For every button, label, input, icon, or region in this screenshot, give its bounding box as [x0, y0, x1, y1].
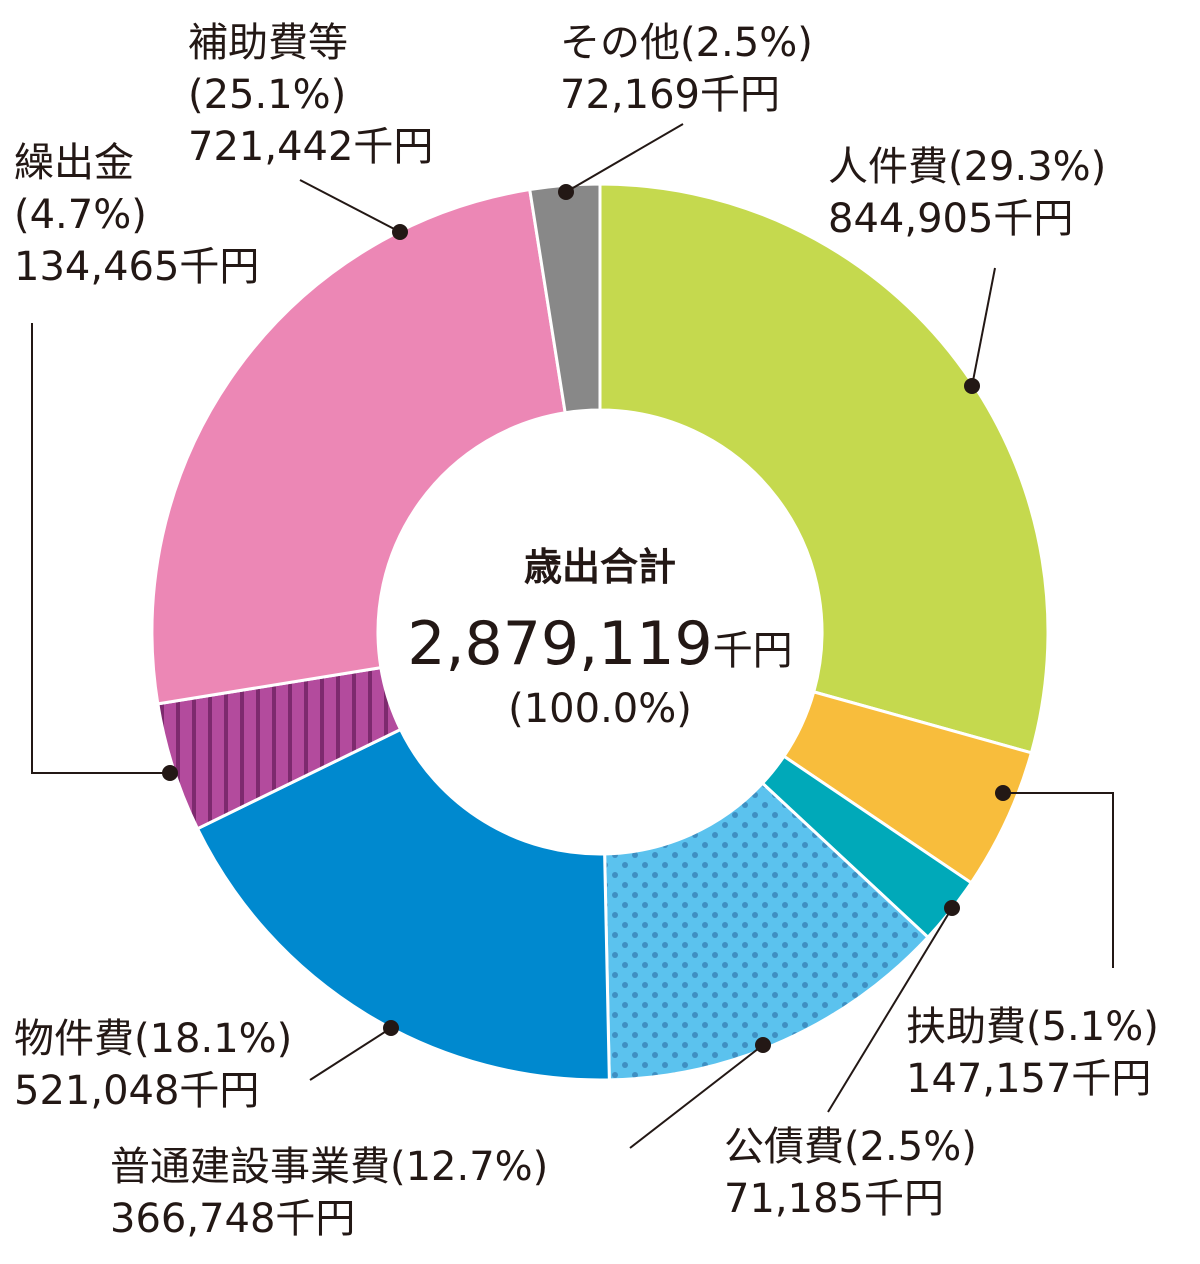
label-kuridashi-percent: (4.7%) [14, 192, 147, 238]
center-summary: 歳出合計 2,879,119千円 (100.0%) [407, 545, 792, 732]
label-hojo-percent: (25.1%) [188, 72, 346, 118]
center-title: 歳出合計 [524, 545, 676, 589]
slice-jinken [598, 182, 1050, 755]
label-kosai-line1: 公債費(2.5%) [724, 1124, 977, 1170]
leader-fujo [1003, 792, 1114, 968]
label-fujo-line1: 扶助費(5.1%) [906, 1004, 1159, 1050]
label-butsuken-name: 物件費 [14, 1016, 134, 1062]
leader-sonota [565, 123, 684, 193]
center-percent: (100.0%) [508, 686, 692, 732]
donut-slices [150, 182, 1050, 1082]
label-fujo-percent: (5.1%) [1026, 1004, 1159, 1050]
label-butsuken-percent: (18.1%) [134, 1016, 292, 1062]
dot-sonota [558, 184, 574, 200]
center-total-line: 2,879,119千円 [407, 609, 792, 679]
center-total: 2,879,119 [407, 609, 712, 679]
leader-jinken [971, 267, 996, 387]
label-futsu-percent: (12.7%) [390, 1144, 548, 1190]
leader-butsuken [309, 1027, 392, 1081]
label-futsu-name: 普通建設事業費 [110, 1144, 390, 1190]
dot-hojo [392, 224, 408, 240]
dot-kuridashi [162, 765, 178, 781]
label-sonota-line1: その他(2.5%) [560, 20, 813, 66]
slice-butsuken [195, 727, 611, 1082]
label-jinken-percent: (29.3%) [948, 144, 1106, 190]
label-butsuken-line1: 物件費(18.1%) [14, 1016, 292, 1062]
label-futsu-value: 366,748千円 [110, 1196, 355, 1242]
label-kosai-value: 71,185千円 [724, 1176, 944, 1222]
leader-lines [31, 123, 1114, 1149]
label-kuridashi-value: 134,465千円 [14, 244, 259, 290]
label-kosai-percent: (2.5%) [844, 1124, 977, 1170]
leader-hojo [299, 179, 401, 233]
slice-labels: 人件費(29.3%) 844,905千円 扶助費(5.1%) 147,157千円… [14, 20, 1159, 1242]
leader-kuridashi [31, 323, 170, 774]
label-jinken-name: 人件費 [828, 144, 948, 190]
label-jinken-line1: 人件費(29.3%) [828, 144, 1106, 190]
label-fujo-value: 147,157千円 [906, 1056, 1151, 1102]
label-sonota-percent: (2.5%) [680, 20, 813, 66]
label-sonota-value: 72,169千円 [560, 72, 780, 118]
slice-hojo [150, 187, 567, 706]
label-sonota-name: その他 [560, 20, 680, 66]
label-futsu-line1: 普通建設事業費(12.7%) [110, 1144, 548, 1190]
leader-kosai [827, 907, 953, 1113]
slice-futsu [603, 781, 931, 1082]
dot-fujo [995, 785, 1011, 801]
label-hojo-value: 721,442千円 [188, 124, 433, 170]
dot-butsuken [383, 1020, 399, 1036]
label-butsuken-value: 521,048千円 [14, 1068, 259, 1114]
center-unit: 千円 [713, 628, 793, 674]
dot-jinken [964, 378, 980, 394]
label-hojo-name: 補助費等 [188, 20, 348, 66]
dot-futsu [755, 1037, 771, 1053]
label-jinken-value: 844,905千円 [828, 196, 1073, 242]
slice-sonota [528, 182, 602, 415]
leader-futsu [629, 1044, 764, 1149]
label-kosai-name: 公債費 [724, 1124, 844, 1170]
label-kuridashi-name: 繰出金 [14, 140, 134, 186]
dot-kosai [944, 900, 960, 916]
label-fujo-name: 扶助費 [906, 1004, 1026, 1050]
